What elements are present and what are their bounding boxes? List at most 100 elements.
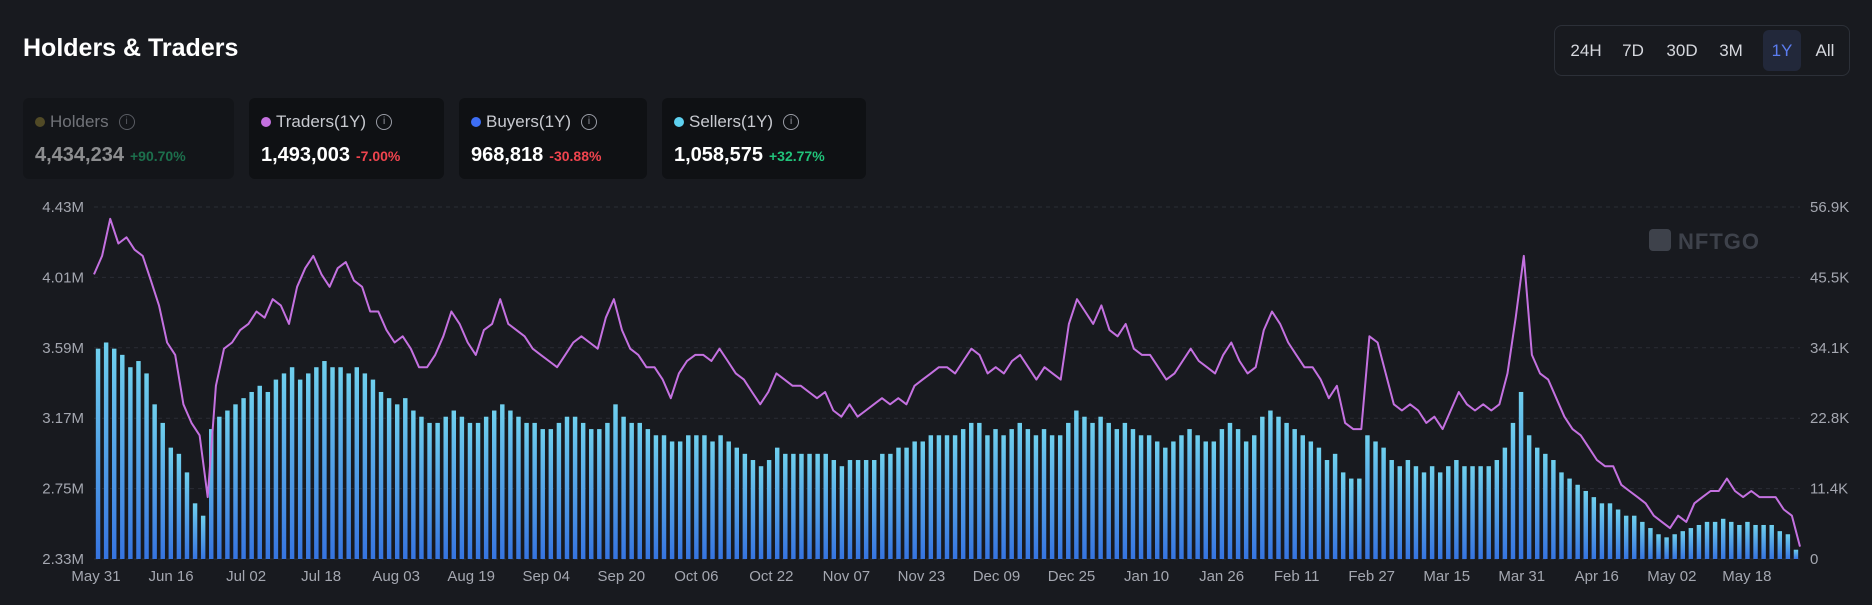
bar bbox=[799, 453, 804, 559]
x-tick-label: Feb 27 bbox=[1348, 568, 1395, 585]
bar bbox=[1057, 435, 1063, 559]
bar bbox=[580, 422, 586, 559]
bar bbox=[160, 422, 165, 559]
bar bbox=[411, 410, 416, 559]
bar bbox=[1146, 435, 1152, 559]
bar bbox=[1591, 497, 1597, 559]
range-24h-button[interactable]: 24H bbox=[1570, 41, 1602, 60]
sellers-card[interactable]: Sellers(1Y) i 1,058,575 +32.77% bbox=[662, 98, 866, 179]
x-tick-label: Oct 06 bbox=[674, 568, 718, 585]
bar bbox=[176, 453, 182, 559]
bar bbox=[1357, 478, 1362, 559]
info-icon[interactable]: i bbox=[118, 114, 135, 130]
range-30d-button[interactable]: 30D bbox=[1666, 41, 1698, 60]
bar bbox=[330, 367, 335, 559]
bar bbox=[686, 435, 691, 559]
left-tick-label: 2.75M bbox=[42, 481, 84, 498]
range-3m-button[interactable]: 3M bbox=[1719, 41, 1743, 60]
chart-bars bbox=[95, 342, 1799, 559]
bar bbox=[1559, 472, 1564, 559]
right-tick-label: 56.9K bbox=[1810, 199, 1849, 216]
bar bbox=[847, 460, 853, 559]
bar bbox=[734, 447, 740, 559]
bar bbox=[621, 416, 626, 559]
bar bbox=[1373, 441, 1378, 559]
bar bbox=[936, 435, 942, 559]
holders-traders-chart[interactable]: 4.43M 4.01M 3.59M 3.17M 2.75M 2.33M 56.9K 45.5… bbox=[0, 190, 1872, 605]
bar bbox=[386, 398, 392, 559]
bar bbox=[265, 391, 271, 559]
bar bbox=[532, 422, 537, 559]
bar bbox=[669, 441, 675, 559]
holders-card[interactable]: Holders i 4,434,234 +90.70% bbox=[23, 98, 234, 179]
x-tick-label: Jan 26 bbox=[1199, 568, 1244, 585]
buyers-change: -30.88% bbox=[549, 148, 602, 164]
bar bbox=[1276, 416, 1281, 559]
traders-change: -7.00% bbox=[355, 148, 401, 164]
bar bbox=[888, 453, 893, 559]
bar bbox=[322, 361, 327, 559]
x-tick-label: May 02 bbox=[1647, 568, 1696, 585]
bar bbox=[1583, 490, 1588, 559]
bar bbox=[1567, 478, 1572, 559]
traders-line bbox=[93, 217, 1801, 547]
holders-value: 4,434,234 bbox=[35, 144, 124, 166]
range-1y-button[interactable]: 1Y bbox=[1763, 30, 1801, 71]
bar bbox=[1090, 422, 1095, 559]
range-all-button[interactable]: All bbox=[1815, 41, 1835, 60]
x-tick-label: Oct 22 bbox=[749, 568, 793, 585]
bar bbox=[952, 435, 958, 559]
bar bbox=[1195, 435, 1200, 559]
bar bbox=[225, 410, 230, 559]
bar bbox=[726, 441, 731, 559]
bar bbox=[1421, 472, 1427, 559]
bar bbox=[629, 422, 634, 559]
traders-card[interactable]: Traders(1Y) i 1,493,003 -7.00% bbox=[249, 98, 444, 179]
x-tick-label: Sep 04 bbox=[522, 568, 570, 585]
bar bbox=[742, 453, 748, 559]
bar bbox=[540, 429, 545, 559]
bar bbox=[111, 348, 117, 559]
page-title: Holders & Traders bbox=[23, 34, 239, 62]
bar bbox=[1260, 416, 1265, 559]
right-axis: 56.9K 45.5K 34.1K 22.8K 11.4K 0 bbox=[1810, 199, 1849, 568]
info-icon[interactable]: i bbox=[581, 114, 598, 130]
buyers-label: Buyers(1Y) bbox=[486, 112, 572, 131]
info-icon[interactable]: i bbox=[376, 114, 393, 130]
bar bbox=[718, 435, 723, 559]
bar bbox=[314, 367, 319, 559]
range-7d-button[interactable]: 7D bbox=[1622, 41, 1644, 60]
bar bbox=[1680, 531, 1685, 559]
bar bbox=[597, 429, 602, 559]
x-tick-label: Apr 16 bbox=[1575, 568, 1619, 585]
x-tick-label: May 31 bbox=[71, 568, 120, 585]
bar bbox=[1308, 441, 1314, 559]
left-tick-label: 4.43M bbox=[42, 199, 84, 216]
bar bbox=[1292, 429, 1297, 559]
watermark: NFTGO bbox=[1649, 229, 1759, 254]
bar bbox=[548, 429, 554, 559]
bar bbox=[524, 422, 529, 559]
bar bbox=[1106, 422, 1111, 559]
bar bbox=[1001, 435, 1006, 559]
x-tick-label: Jul 02 bbox=[226, 568, 266, 585]
bar bbox=[783, 453, 788, 559]
bar bbox=[403, 398, 408, 559]
bar bbox=[209, 429, 214, 559]
bar bbox=[896, 447, 901, 559]
bar bbox=[1389, 460, 1394, 559]
bar bbox=[200, 515, 206, 559]
bar bbox=[556, 422, 562, 559]
x-tick-label: Mar 15 bbox=[1423, 568, 1470, 585]
bar bbox=[1211, 441, 1217, 559]
buyers-card[interactable]: Buyers(1Y) i 968,818 -30.88% bbox=[459, 98, 647, 179]
bar bbox=[1470, 466, 1475, 559]
bar bbox=[1041, 429, 1047, 559]
info-icon[interactable]: i bbox=[783, 114, 800, 130]
left-tick-label: 2.33M bbox=[42, 551, 84, 568]
bar bbox=[467, 422, 473, 559]
bar bbox=[1696, 524, 1702, 559]
bar bbox=[1729, 521, 1734, 559]
bar bbox=[661, 435, 667, 559]
bar bbox=[960, 429, 966, 559]
